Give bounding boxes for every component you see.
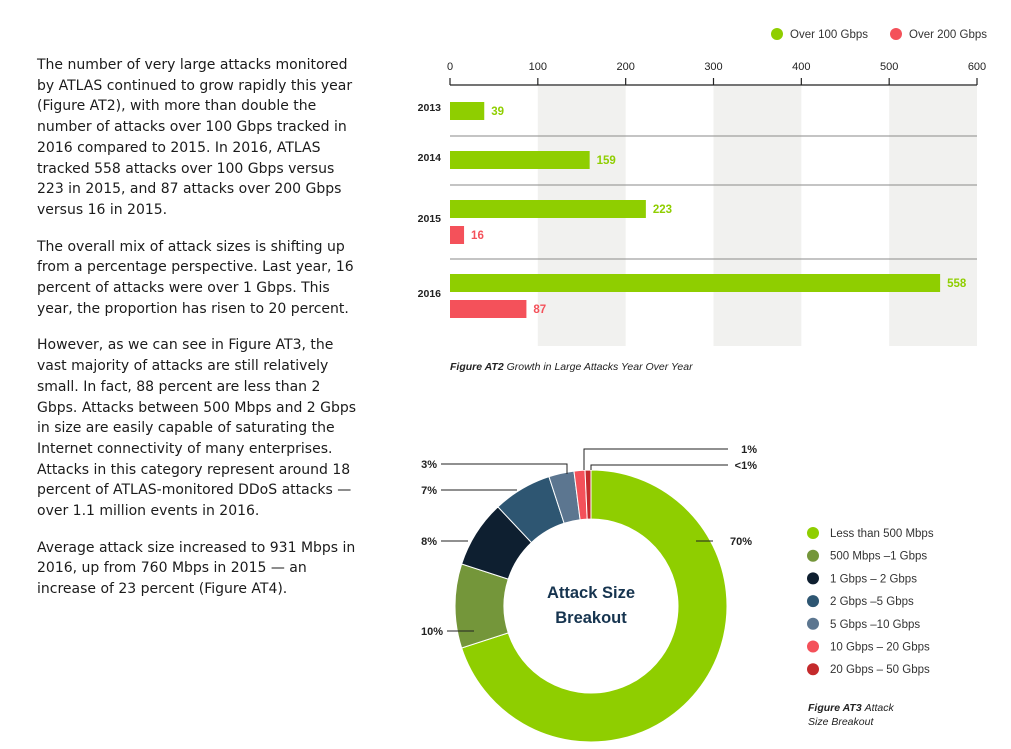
bar xyxy=(450,151,590,169)
legend-label: 2 Gbps –5 Gbps xyxy=(830,596,914,608)
legend-label: Over 200 Gbps xyxy=(909,29,987,41)
callout-leader-line xyxy=(441,463,568,474)
bar-value-label: 159 xyxy=(597,155,616,167)
bar-value-label: 223 xyxy=(653,204,672,216)
legend-marker xyxy=(807,527,819,539)
bar xyxy=(450,102,485,120)
legend-label: Over 100 Gbps xyxy=(790,29,868,41)
bar-value-label: 39 xyxy=(491,106,504,118)
large-attacks-bar-chart: 0 100 200 300 400 500 600 Over 100 Gbps Over 200… xyxy=(418,28,987,373)
paragraph: The number of very large attacks monitor… xyxy=(37,57,353,218)
category-label: 2016 xyxy=(418,288,442,300)
slice-percent-label: 8% xyxy=(421,536,437,548)
x-tick-label: 600 xyxy=(968,61,986,73)
donut-slice xyxy=(584,469,592,520)
slice-percent-label: 10% xyxy=(421,626,443,638)
bar-value-label: 16 xyxy=(471,230,484,242)
paragraph: However, as we can see in Figure AT3, th… xyxy=(37,337,357,520)
x-tick-label: 0 xyxy=(447,61,453,73)
legend-marker xyxy=(807,595,819,608)
grid-band xyxy=(713,86,802,346)
legend-label: 5 Gbps –10 Gbps xyxy=(830,619,920,631)
legend-marker xyxy=(807,640,819,653)
slice-percent-label: 70% xyxy=(730,536,752,548)
slice-percent-label: 3% xyxy=(421,459,437,471)
legend-marker xyxy=(807,663,819,676)
grid-band xyxy=(889,86,977,346)
bar-value-label: 87 xyxy=(533,304,546,316)
legend-marker xyxy=(807,617,819,630)
x-tick-label: 300 xyxy=(704,61,722,73)
slice-percent-label: 7% xyxy=(421,485,437,497)
legend-marker xyxy=(807,549,819,562)
paragraph: The overall mix of attack sizes is shift… xyxy=(37,238,354,317)
legend-marker xyxy=(807,572,819,585)
legend-label: 10 Gbps – 20 Gbps xyxy=(830,642,930,654)
bar xyxy=(450,200,646,218)
figure-caption: Figure AT2 Growth in Large Attacks Year … xyxy=(450,361,693,373)
legend-marker xyxy=(890,28,902,40)
paragraph: Average attack size increased to 931 Mbp… xyxy=(37,539,356,598)
legend-label: 1 Gbps – 2 Gbps xyxy=(830,573,917,585)
bar xyxy=(450,274,941,292)
slice-percent-label: <1% xyxy=(735,460,758,472)
callout-leader-line xyxy=(590,464,728,470)
donut-center-title: Breakout xyxy=(555,609,627,627)
bar-value-label: 558 xyxy=(947,278,967,290)
body-text-column: The number of very large attacks monitor… xyxy=(37,55,357,616)
slice-percent-label: 1% xyxy=(741,444,757,456)
category-label: 2013 xyxy=(418,102,442,114)
bar xyxy=(450,300,527,318)
bar xyxy=(450,226,465,244)
donut-center-title: Attack Size xyxy=(547,584,635,602)
figure-caption: Figure AT3 Attack Size Breakout xyxy=(808,702,895,728)
category-label: 2014 xyxy=(418,152,442,164)
donut-slice xyxy=(461,469,728,743)
category-label: 2015 xyxy=(418,213,442,225)
x-tick-label: 100 xyxy=(529,61,547,73)
x-tick-label: 200 xyxy=(616,61,634,73)
callout-leader-line xyxy=(583,448,728,470)
x-tick-label: 400 xyxy=(792,61,810,73)
legend-label: 500 Mbps –1 Gbps xyxy=(830,551,927,563)
legend-marker xyxy=(771,28,783,40)
legend-label: Less than 500 Mbps xyxy=(830,528,934,540)
legend-label: 20 Gbps – 50 Gbps xyxy=(830,664,930,676)
x-tick-label: 500 xyxy=(880,61,898,73)
